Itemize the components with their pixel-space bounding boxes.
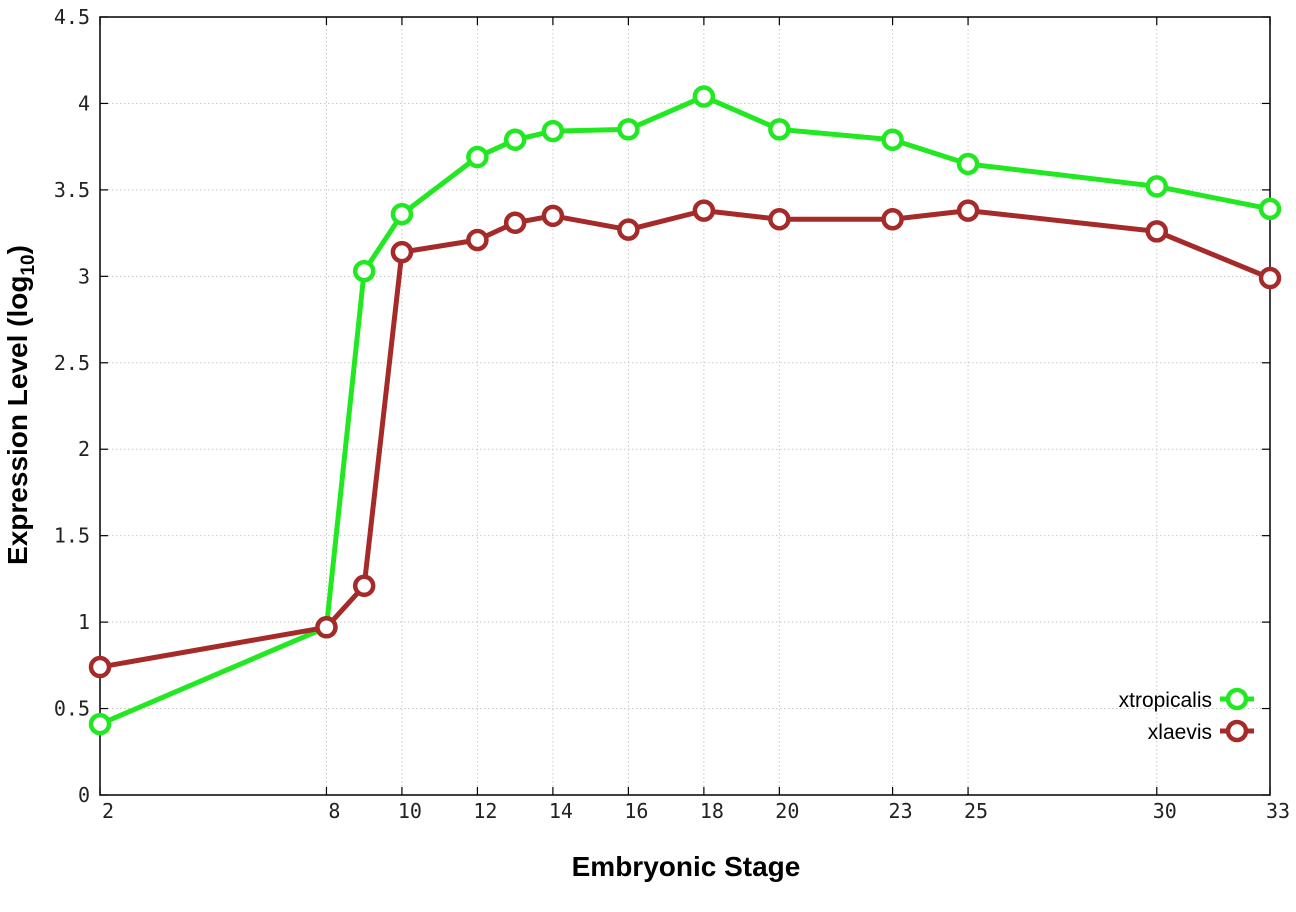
legend-swatch-marker (1225, 719, 1249, 743)
legend-item-xlaevis: xlaevis (1148, 719, 1254, 744)
data-point-xlaevis (503, 211, 527, 234)
data-point-xtropicalis (352, 259, 376, 283)
data-point-xlaevis (768, 208, 791, 231)
data-point-xlaevis (466, 228, 489, 252)
x-tick-label: 18 (700, 799, 724, 823)
data-point-xlaevis (315, 616, 338, 639)
legend: xtropicalis xlaevis (1119, 687, 1254, 744)
legend-label: xtropicalis (1119, 689, 1212, 712)
data-point-xtropicalis (617, 118, 640, 141)
data-point-xlaevis (390, 240, 414, 264)
x-tick-label: 2 (102, 799, 114, 823)
data-point-xtropicalis (692, 85, 716, 108)
grid (100, 17, 1270, 795)
data-point-xlaevis (541, 204, 565, 228)
data-point-xtropicalis (956, 152, 980, 176)
x-tick-label: 12 (473, 799, 497, 823)
series-line-xlaevis (99, 208, 1271, 670)
y-tick-label: 2 (78, 437, 90, 461)
data-point-xtropicalis (881, 128, 904, 152)
data-point-xtropicalis (1258, 197, 1282, 221)
x-tick-label: 33 (1266, 799, 1290, 823)
x-axis-label: Embryonic Stage (572, 851, 801, 882)
series-xlaevis (88, 199, 1282, 679)
x-tick-label: 23 (889, 799, 913, 823)
y-axis-label-subscript: 10 (18, 254, 39, 275)
plot-frame (99, 16, 1271, 796)
data-point-xlaevis (956, 199, 980, 222)
x-tick-label: 30 (1153, 799, 1177, 823)
data-point-xlaevis (881, 208, 904, 231)
data-point-xtropicalis (466, 145, 489, 169)
data-point-xlaevis (352, 574, 376, 598)
x-tick-label: 10 (398, 799, 422, 823)
y-axis-label: Expression Level (log10) (2, 245, 39, 565)
data-point-xtropicalis (88, 712, 112, 736)
x-tick-label: 8 (328, 799, 340, 823)
data-point-xtropicalis (768, 118, 791, 141)
axis-ticks: 0 0.5 1 1.5 2 2.5 3 3.5 4 4.5 2 8 10 12 14 16 18 20 23 25 30… (54, 5, 1290, 823)
y-tick-label: 2.5 (54, 351, 90, 375)
series-layer (88, 85, 1282, 736)
legend-label: xlaevis (1148, 721, 1212, 744)
data-point-xtropicalis (541, 119, 565, 143)
data-point-xtropicalis (1145, 175, 1169, 198)
y-tick-label: 3 (78, 264, 90, 288)
data-point-xlaevis (1258, 266, 1282, 290)
y-tick-label: 1 (78, 610, 90, 634)
data-point-xlaevis (617, 218, 640, 241)
legend-swatch-marker (1225, 687, 1249, 711)
data-point-xtropicalis (503, 128, 527, 152)
data-point-xtropicalis (390, 202, 414, 226)
data-point-xlaevis (692, 199, 716, 222)
x-tick-label: 16 (624, 799, 648, 823)
x-tick-label: 14 (549, 799, 573, 823)
y-tick-label: 4.5 (54, 5, 90, 29)
y-axis-label-close: ) (2, 245, 33, 254)
y-tick-label: 3.5 (54, 178, 90, 202)
y-tick-label: 1.5 (54, 524, 90, 548)
y-tick-label: 0.5 (54, 697, 90, 721)
y-tick-label: 4 (78, 91, 90, 115)
y-axis-label-main: Expression Level (log (2, 276, 33, 565)
legend-item-xtropicalis: xtropicalis (1119, 687, 1254, 712)
data-point-xlaevis (88, 655, 112, 679)
x-tick-label: 25 (964, 799, 988, 823)
y-tick-label: 0 (78, 783, 90, 807)
data-point-xlaevis (1145, 220, 1169, 243)
x-tick-label: 20 (775, 799, 799, 823)
series-line-xtropicalis (99, 94, 1271, 727)
